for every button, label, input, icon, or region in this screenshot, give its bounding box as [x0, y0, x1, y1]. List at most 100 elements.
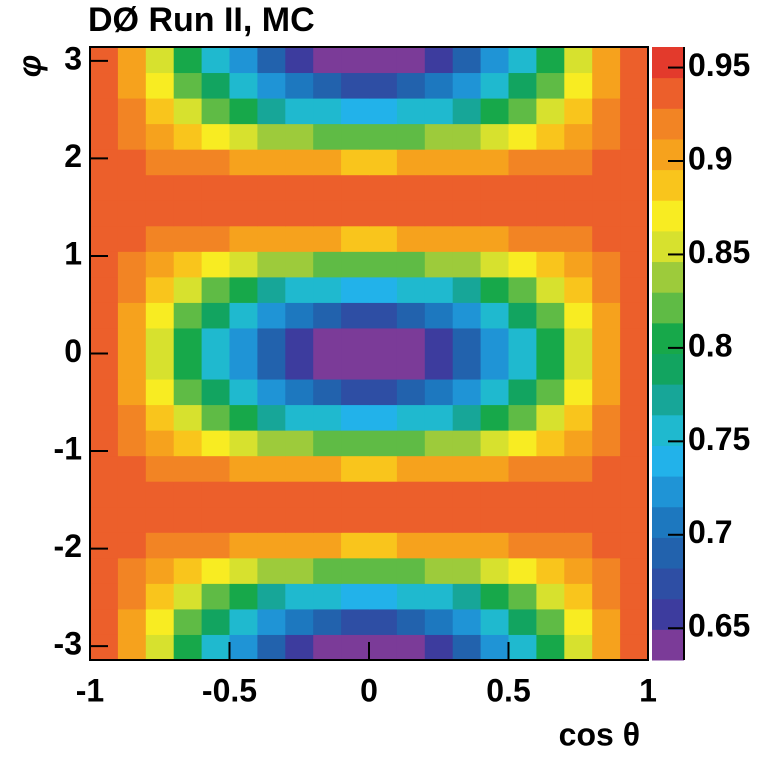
- heatmap-cell: [285, 123, 314, 150]
- heatmap-cell: [201, 506, 230, 533]
- heatmap-cell: [117, 608, 147, 635]
- heatmap-cell: [117, 251, 147, 278]
- heatmap-cell: [201, 276, 230, 303]
- heatmap-cell: [145, 302, 175, 329]
- heatmap-cell: [564, 251, 593, 278]
- heatmap-cell: [229, 72, 258, 99]
- heatmap-cell: [201, 174, 230, 201]
- colorbar-swatch: [652, 598, 684, 630]
- heatmap-cell: [341, 404, 370, 431]
- heatmap-cell: [592, 506, 621, 533]
- heatmap-cell: [285, 251, 314, 278]
- heatmap-cell: [257, 200, 286, 227]
- heatmap-cell: [90, 608, 119, 635]
- colorbar-tick-label: 0.75: [688, 421, 750, 457]
- heatmap-cell: [564, 608, 593, 635]
- heatmap-cell: [396, 251, 426, 278]
- heatmap-cell: [592, 200, 621, 227]
- heatmap-cell: [229, 225, 258, 252]
- heatmap-cell: [90, 557, 119, 584]
- heatmap-cell: [480, 608, 509, 635]
- heatmap-cell: [341, 481, 370, 508]
- heatmap-cell: [173, 225, 203, 252]
- heatmap-cell: [341, 583, 370, 610]
- heatmap-cell: [257, 123, 286, 150]
- heatmap-cell: [90, 174, 119, 201]
- heatmap-cell: [424, 481, 454, 508]
- heatmap-cell: [592, 225, 621, 252]
- heatmap-cell: [341, 174, 370, 201]
- heatmap-cell: [341, 379, 370, 406]
- x-tick-label: 0: [360, 672, 378, 708]
- heatmap-cell: [396, 72, 426, 99]
- heatmap-cell: [508, 251, 537, 278]
- heatmap-cell: [620, 251, 649, 278]
- colorbar-swatch: [652, 476, 684, 508]
- heatmap-cell: [285, 149, 314, 176]
- heatmap-cell: [592, 430, 621, 457]
- heatmap-cell: [229, 327, 258, 354]
- heatmap-cell: [229, 149, 258, 176]
- heatmap-cell: [369, 608, 398, 635]
- heatmap-cell: [424, 123, 454, 150]
- heatmap-cell: [564, 634, 593, 661]
- heatmap-cell: [145, 353, 175, 380]
- heatmap-cell: [173, 276, 203, 303]
- heatmap-cell: [424, 506, 454, 533]
- heatmap-cell: [369, 276, 398, 303]
- heatmap-cell: [620, 557, 649, 584]
- heatmap-cell: [424, 47, 454, 74]
- heatmap-cell: [173, 379, 203, 406]
- heatmap-cell: [536, 200, 565, 227]
- heatmap-cell: [341, 276, 370, 303]
- heatmap-cell: [341, 47, 370, 74]
- heatmap-cell: [257, 583, 286, 610]
- heatmap-cell: [369, 302, 398, 329]
- heatmap-cell: [145, 634, 175, 661]
- heatmap-cell: [117, 200, 147, 227]
- heatmap-cell: [396, 379, 426, 406]
- heatmap-cell: [285, 557, 314, 584]
- heatmap-cell: [341, 327, 370, 354]
- heatmap-cell: [424, 430, 454, 457]
- heatmap-cell: [564, 532, 593, 559]
- heatmap-cell: [145, 430, 175, 457]
- heatmap-cell: [341, 225, 370, 252]
- heatmap-cell: [90, 225, 119, 252]
- heatmap-cell: [313, 634, 342, 661]
- heatmap-cell: [313, 72, 342, 99]
- heatmap-cell: [452, 481, 482, 508]
- heatmap-cell: [173, 72, 203, 99]
- x-tick-label: -0.5: [202, 672, 257, 708]
- heatmap-cell: [369, 225, 398, 252]
- heatmap-cell: [145, 149, 175, 176]
- heatmap-cell: [285, 174, 314, 201]
- heatmap-cell: [369, 557, 398, 584]
- heatmap-cell: [257, 608, 286, 635]
- heatmap-cell: [90, 455, 119, 482]
- heatmap-cell: [285, 634, 314, 661]
- heatmap-cell: [396, 47, 426, 74]
- colorbar-swatch: [652, 108, 684, 140]
- heatmap-cell: [592, 123, 621, 150]
- heatmap-cell: [620, 634, 649, 661]
- heatmap-cell: [145, 72, 175, 99]
- heatmap-cell: [452, 327, 482, 354]
- heatmap-cell: [396, 302, 426, 329]
- heatmap-cell: [313, 327, 342, 354]
- heatmap-cell: [145, 251, 175, 278]
- heatmap-cell: [536, 149, 565, 176]
- heatmap-cell: [536, 583, 565, 610]
- heatmap-cell: [229, 532, 258, 559]
- heatmap-cell: [145, 47, 175, 74]
- heatmap-cell: [145, 276, 175, 303]
- heatmap-cell: [452, 532, 482, 559]
- heatmap-cell: [257, 379, 286, 406]
- heatmap-cell: [508, 379, 537, 406]
- heatmap-cell: [285, 276, 314, 303]
- heatmap-cell: [313, 557, 342, 584]
- y-tick-label: 1: [64, 235, 82, 271]
- y-tick-label: -3: [54, 626, 82, 662]
- heatmap-cell: [341, 251, 370, 278]
